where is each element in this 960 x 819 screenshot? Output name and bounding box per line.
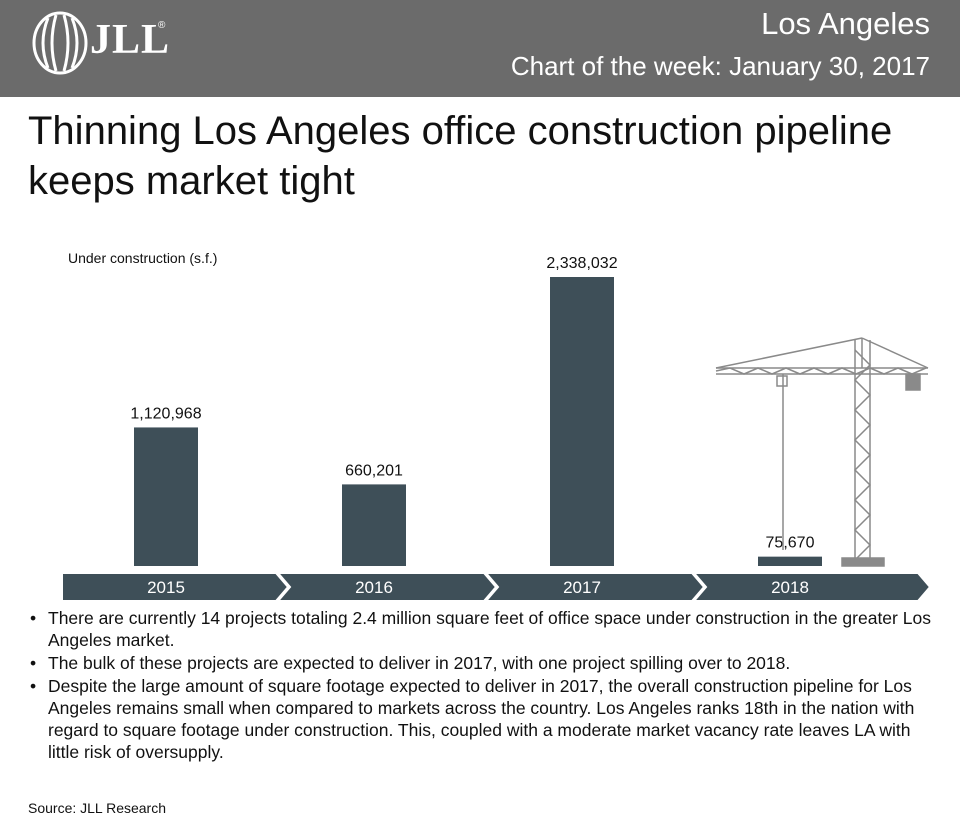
value-label-2016: 660,201 xyxy=(345,462,403,479)
x-tick-label: 2015 xyxy=(147,578,185,597)
bar-2016 xyxy=(342,484,406,566)
construction-bar-chart: Under construction (s.f.) 1,120,968 660,2… xyxy=(61,250,932,602)
tower-crane-icon xyxy=(715,337,929,567)
header-band: JLL ® Los Angeles Chart of the week: Jan… xyxy=(0,0,960,97)
axis-band-segment xyxy=(275,572,498,602)
value-label-2017: 2,338,032 xyxy=(546,255,617,272)
axis-band-segment xyxy=(691,572,932,602)
x-tick-label: 2018 xyxy=(771,578,809,597)
axis-band-segment xyxy=(483,572,706,602)
jll-logo-icon xyxy=(32,11,88,75)
value-label-2018: 75,670 xyxy=(766,535,815,552)
axis-band-segment xyxy=(61,572,290,602)
bar-2017 xyxy=(550,277,614,566)
bullet-item: Despite the large amount of square foota… xyxy=(28,675,938,763)
city-title: Los Angeles xyxy=(761,6,930,41)
chart-of-week-subtitle: Chart of the week: January 30, 2017 xyxy=(510,51,930,81)
bullet-item: The bulk of these projects are expected … xyxy=(28,652,938,674)
source-note: Source: JLL Research xyxy=(28,800,166,816)
x-tick-label: 2017 xyxy=(563,578,601,597)
bar-2018 xyxy=(758,556,822,566)
logo-text: JLL xyxy=(90,17,171,63)
y-axis-label: Under construction (s.f.) xyxy=(68,250,217,266)
value-label-2015: 1,120,968 xyxy=(130,405,201,422)
bar-2015 xyxy=(134,427,198,566)
x-tick-label: 2016 xyxy=(355,578,393,597)
registered-mark: ® xyxy=(158,20,166,31)
page-headline: Thinning Los Angeles office construction… xyxy=(28,109,893,203)
bullet-item: There are currently 14 projects totaling… xyxy=(28,607,938,651)
bullet-list: There are currently 14 projects totaling… xyxy=(28,607,938,764)
